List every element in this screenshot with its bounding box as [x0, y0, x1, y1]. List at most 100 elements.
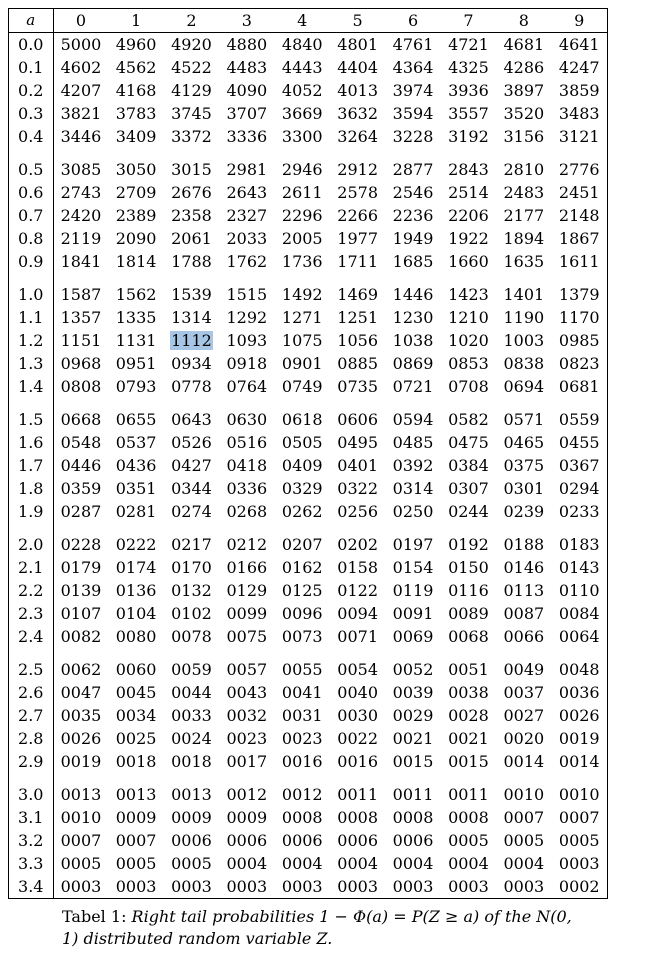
- table-cell: 0003: [219, 875, 274, 898]
- table-cell: 2451: [552, 181, 607, 204]
- table-cell: 0040: [330, 681, 385, 704]
- table-cell: 0136: [108, 579, 163, 602]
- table-cell: 0351: [108, 477, 163, 500]
- table-cell: 0005: [552, 829, 607, 852]
- cell-value: 0116: [448, 581, 489, 600]
- table-cell: 0006: [385, 829, 440, 852]
- cell-value: 0179: [60, 558, 102, 577]
- table-cell: 0375: [496, 454, 551, 477]
- table-cell: 0009: [219, 806, 274, 829]
- cell-value: 1314: [171, 308, 212, 327]
- cell-value: 2119: [60, 229, 102, 248]
- column-header-a: a: [9, 9, 54, 33]
- table-cell: 1093: [219, 329, 274, 352]
- cell-value: 1210: [448, 308, 489, 327]
- cell-value: 0901: [281, 354, 323, 373]
- table-cell: 0749: [275, 375, 330, 398]
- cell-value: 0036: [558, 683, 600, 702]
- cell-value: 1401: [503, 285, 545, 304]
- table-cell: 0016: [330, 750, 385, 773]
- cell-value: 0294: [558, 479, 600, 498]
- cell-value: 1736: [281, 252, 323, 271]
- cell-value: 3669: [281, 104, 323, 123]
- cell-value: 0188: [503, 535, 545, 554]
- table-cell: 0197: [385, 533, 440, 556]
- table-cell: 0087: [496, 602, 551, 625]
- table-cell: 4721: [441, 33, 496, 57]
- cell-value: 1357: [60, 308, 102, 327]
- table-row: 1.2 1151 1131 1112 1093 1075 1056 1038 1020 1003 0…: [9, 329, 607, 352]
- table-cell: 4840: [275, 33, 330, 57]
- column-header-7: 7: [440, 9, 497, 33]
- cell-value: 2981: [226, 160, 268, 179]
- table-cell: 0162: [275, 556, 330, 579]
- table-cell: 1949: [385, 227, 440, 250]
- table-cell: 1711: [330, 250, 385, 273]
- table-cell: 0003: [385, 875, 440, 898]
- row-label-a: 3.3: [9, 852, 54, 875]
- cell-value: 0032: [226, 706, 268, 725]
- cell-value: 0016: [337, 752, 378, 771]
- table-cell: 2061: [164, 227, 219, 250]
- table-row: 2.0 0228 0222 0217 0212 0207 0202 0197 0192 0188 0…: [9, 533, 607, 556]
- cell-value: 1635: [503, 252, 545, 271]
- cell-value: 3897: [503, 81, 545, 100]
- cell-value: 0375: [503, 456, 545, 475]
- group-separator: [9, 648, 607, 658]
- table-cell: 0418: [219, 454, 274, 477]
- cell-value: 0003: [503, 877, 545, 896]
- table-cell: 1539: [164, 283, 219, 306]
- table-cell: 0048: [552, 658, 607, 681]
- table-cell: 0010: [496, 783, 551, 806]
- table-cell: 0011: [441, 783, 496, 806]
- table-cell: 2546: [385, 181, 440, 204]
- cell-value: 0869: [392, 354, 434, 373]
- table-cell: 0129: [219, 579, 274, 602]
- cell-value: 0655: [115, 410, 157, 429]
- cell-value: 0418: [226, 456, 268, 475]
- separator-cell: [53, 648, 607, 658]
- table-cell: 0314: [385, 477, 440, 500]
- table-cell: 2877: [385, 158, 440, 181]
- cell-value: 4404: [337, 58, 378, 77]
- table-cell: 1314: [164, 306, 219, 329]
- cell-value: 1841: [60, 252, 102, 271]
- table-cell: 1867: [552, 227, 607, 250]
- table-cell: 0207: [275, 533, 330, 556]
- cell-value: 0011: [448, 785, 489, 804]
- cell-value: 0244: [448, 502, 489, 521]
- cell-value: 3264: [337, 127, 378, 146]
- cell-value: 0010: [60, 808, 102, 827]
- table-cell: 0052: [385, 658, 440, 681]
- separator-cell: [53, 398, 607, 408]
- cell-value: 0505: [281, 433, 323, 452]
- cell-value: 0015: [448, 752, 489, 771]
- cell-value: 1379: [558, 285, 600, 304]
- cell-value: 0010: [503, 785, 545, 804]
- table-cell: 4562: [108, 56, 163, 79]
- cell-value: 0158: [337, 558, 378, 577]
- cell-value: 0233: [558, 502, 600, 521]
- cell-value: 0022: [337, 729, 378, 748]
- table-cell: 0154: [385, 556, 440, 579]
- cell-value: 4364: [392, 58, 434, 77]
- cell-value: 4483: [226, 58, 268, 77]
- table-cell: 0427: [164, 454, 219, 477]
- table-row: 0.9 1841 1814 1788 1762 1736 1711 1685 1660 1635 1…: [9, 250, 607, 273]
- cell-value: 0174: [115, 558, 157, 577]
- cell-value: 0006: [281, 831, 323, 850]
- row-label-a: 0.5: [9, 158, 54, 181]
- cell-value: 0132: [171, 581, 212, 600]
- cell-value: 0003: [337, 877, 378, 896]
- table-cell: 0526: [164, 431, 219, 454]
- table-cell: 3936: [441, 79, 496, 102]
- cell-value: 0192: [448, 535, 489, 554]
- cell-value: 0274: [171, 502, 212, 521]
- table-cell: 0012: [275, 783, 330, 806]
- cell-value: 3192: [448, 127, 489, 146]
- table-cell: 0274: [164, 500, 219, 523]
- cell-value: 0107: [60, 604, 102, 623]
- table-cell: 0012: [219, 783, 274, 806]
- table-cell: 0034: [108, 704, 163, 727]
- cell-value: 1003: [503, 331, 545, 350]
